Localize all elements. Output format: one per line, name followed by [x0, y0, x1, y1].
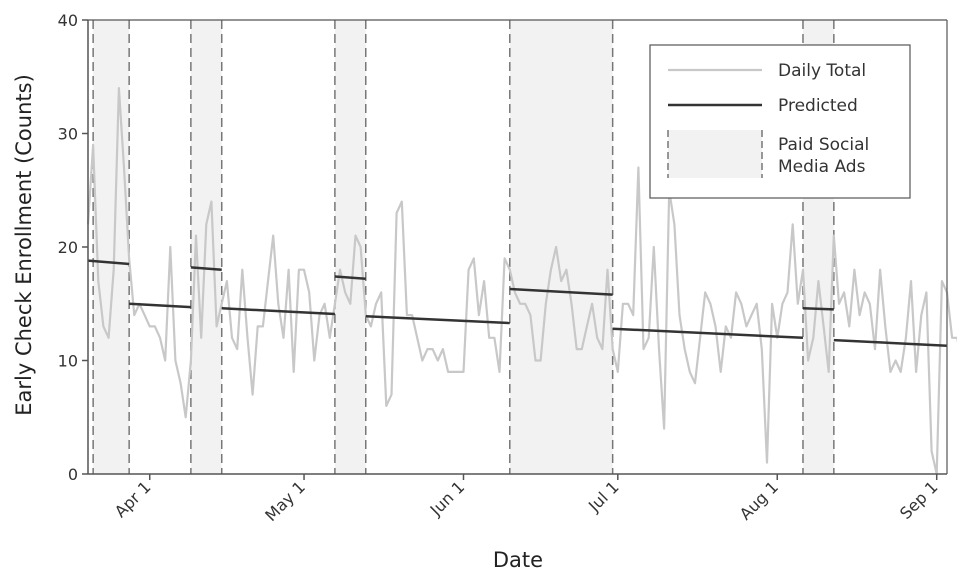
x-tick-label: Apr 1 [111, 477, 155, 521]
predicted-segment [334, 275, 366, 281]
x-tick-label: Jun 1 [426, 477, 469, 520]
ad-period-band [93, 20, 130, 474]
predicted-series [87, 259, 948, 347]
legend-label-predicted: Predicted [778, 96, 858, 116]
predicted-segment [129, 302, 191, 309]
ad-period-band [509, 20, 613, 474]
predicted-segment [802, 307, 834, 311]
predicted-segment [833, 338, 948, 347]
predicted-segment [221, 307, 335, 316]
x-axis-title: Date [493, 548, 543, 572]
predicted-segment [365, 314, 510, 325]
y-tick-label: 10 [58, 352, 78, 371]
y-tick-label: 0 [68, 465, 78, 484]
daily-total-series [86, 86, 957, 476]
legend-label-line: Media Ads [778, 157, 866, 177]
x-tick-label: Jul 1 [584, 477, 623, 516]
daily-total-line [86, 86, 957, 476]
y-axis-ticks: 0 10 20 30 40 [58, 11, 88, 484]
y-tick-label: 30 [58, 125, 78, 144]
x-tick-label: May 1 [261, 477, 309, 525]
predicted-segment [190, 266, 222, 271]
predicted-segment [509, 287, 613, 296]
x-tick-label: Sep 1 [896, 477, 942, 523]
y-tick-label: 20 [58, 238, 78, 257]
legend: Daily Total Predicted Paid Social Media Ads [649, 44, 911, 199]
legend-swatch-ads-band [668, 130, 762, 178]
y-axis-title: Early Check Enrollment (Counts) [12, 74, 36, 416]
predicted-segment [87, 259, 130, 266]
y-tick-label: 40 [58, 11, 78, 30]
legend-label-paid-ads: Paid Social Media Ads [778, 135, 869, 177]
predicted-segment [612, 327, 804, 340]
x-tick-label: Aug 1 [736, 477, 782, 523]
x-axis-ticks: Apr 1 May 1 Jun 1 Jul 1 Aug 1 Sep 1 [111, 474, 942, 525]
legend-label-line: Paid Social [778, 135, 869, 155]
legend-label-daily-total: Daily Total [778, 61, 866, 81]
